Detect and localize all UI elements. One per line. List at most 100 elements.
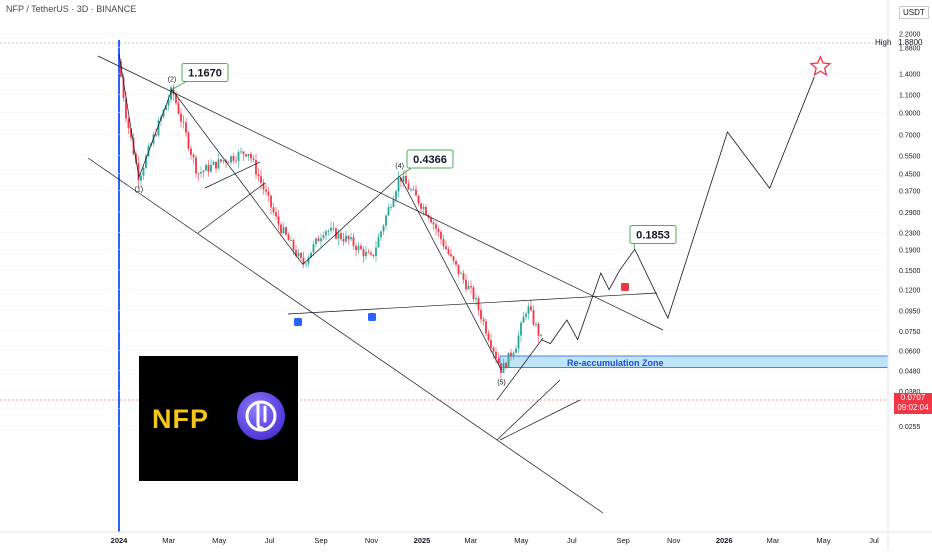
y-tick-label: 0.1200 <box>899 288 921 295</box>
candle-body <box>375 247 377 256</box>
candle-body <box>465 279 467 290</box>
x-tick-label: Sep <box>314 536 327 545</box>
candle-body <box>420 203 422 209</box>
candle-body <box>405 176 407 184</box>
candle-body <box>275 212 277 217</box>
channel-lower-line <box>87 157 604 514</box>
candle-body <box>195 157 197 174</box>
candle-body <box>352 237 355 246</box>
candle-body <box>130 128 132 138</box>
candle-body <box>477 298 480 310</box>
x-tick-label: Mar <box>767 536 780 545</box>
candle-body <box>270 195 272 208</box>
candle-body <box>385 215 387 226</box>
candle-body <box>240 151 242 153</box>
x-tick-label: May <box>816 536 830 545</box>
candle-body <box>497 358 500 364</box>
currency-label[interactable]: USDT <box>899 6 929 19</box>
candle-body <box>345 235 347 242</box>
callout-box <box>406 149 454 169</box>
candle-body <box>340 233 342 239</box>
y-tick-label: 0.7000 <box>899 132 921 139</box>
candle-body <box>305 263 307 265</box>
candle-body <box>187 132 190 149</box>
candle-body <box>287 234 290 241</box>
y-tick-label: 2.2000 <box>899 32 921 39</box>
candle-body <box>155 134 157 136</box>
candle-body <box>120 61 122 77</box>
candle-body <box>290 240 292 241</box>
candle-body <box>122 76 125 99</box>
candle-body <box>202 170 205 173</box>
candle-body <box>315 238 317 245</box>
candle-body <box>390 206 392 208</box>
candle-body <box>197 173 200 175</box>
candle-body <box>417 195 420 204</box>
candle-body <box>415 189 417 196</box>
candle-body <box>487 333 490 341</box>
candle-body <box>247 153 250 157</box>
thumbs-up-icon <box>368 313 376 321</box>
x-tick-label: Sep <box>616 536 629 545</box>
candle-body <box>357 245 360 251</box>
candle-body <box>502 362 505 374</box>
y-tick-label: 0.5500 <box>899 154 921 161</box>
candle-body <box>367 251 370 253</box>
candle-body <box>125 98 127 119</box>
price-axis-bg <box>888 0 932 550</box>
candle-body <box>500 363 502 374</box>
candle-body <box>490 340 492 348</box>
candle-body <box>440 231 442 240</box>
candle-body <box>482 319 485 322</box>
candle-body <box>445 246 447 250</box>
callout-box <box>181 63 229 83</box>
y-tick-label: 0.0600 <box>899 349 921 356</box>
candle-body <box>365 251 367 257</box>
wave-label: (2) <box>168 77 177 84</box>
candle-body <box>220 159 222 162</box>
candle-body <box>505 362 507 368</box>
candle-body <box>312 244 315 253</box>
candle-body <box>127 118 130 129</box>
candle-body <box>452 256 455 261</box>
candle-body <box>245 154 247 157</box>
candle-body <box>157 120 160 136</box>
candle-body <box>372 254 375 256</box>
candle-body <box>317 238 320 242</box>
candle-body <box>422 206 425 209</box>
candle-body <box>162 109 165 117</box>
candle-body <box>377 237 380 248</box>
candle-body <box>175 94 177 104</box>
candle-body <box>402 176 405 182</box>
flag-upper <box>197 182 266 234</box>
candle-body <box>277 216 280 225</box>
candle-body <box>407 183 410 190</box>
candle-body <box>430 217 432 223</box>
candle-body <box>257 174 260 177</box>
candle-body <box>167 99 170 106</box>
candle-body <box>215 161 217 169</box>
candle-body <box>355 245 357 251</box>
x-tick-label: Mar <box>464 536 477 545</box>
candle-body <box>185 122 187 133</box>
callout-value: 0.4366 <box>413 154 447 166</box>
last-price-box: 0.0707 09:02:04 <box>894 393 932 414</box>
y-tick-label: 0.0255 <box>899 424 921 431</box>
candle-body <box>242 151 245 155</box>
y-tick-label: 0.1900 <box>899 247 921 254</box>
candle-body <box>252 158 255 160</box>
wave-label: (1) <box>135 186 144 193</box>
candle-body <box>350 237 352 240</box>
callout-value: 0.1853 <box>636 229 670 241</box>
price-axis: 2.20001.88001.40001.10000.90000.70000.55… <box>887 0 932 550</box>
x-tick-label: May <box>212 536 226 545</box>
candle-body <box>170 87 172 100</box>
projected-path <box>541 55 832 345</box>
nfp-token-icon <box>237 392 285 440</box>
candle-body <box>137 162 140 181</box>
candle-body <box>387 207 390 216</box>
candle-body <box>450 254 452 257</box>
candle-body <box>492 347 495 352</box>
